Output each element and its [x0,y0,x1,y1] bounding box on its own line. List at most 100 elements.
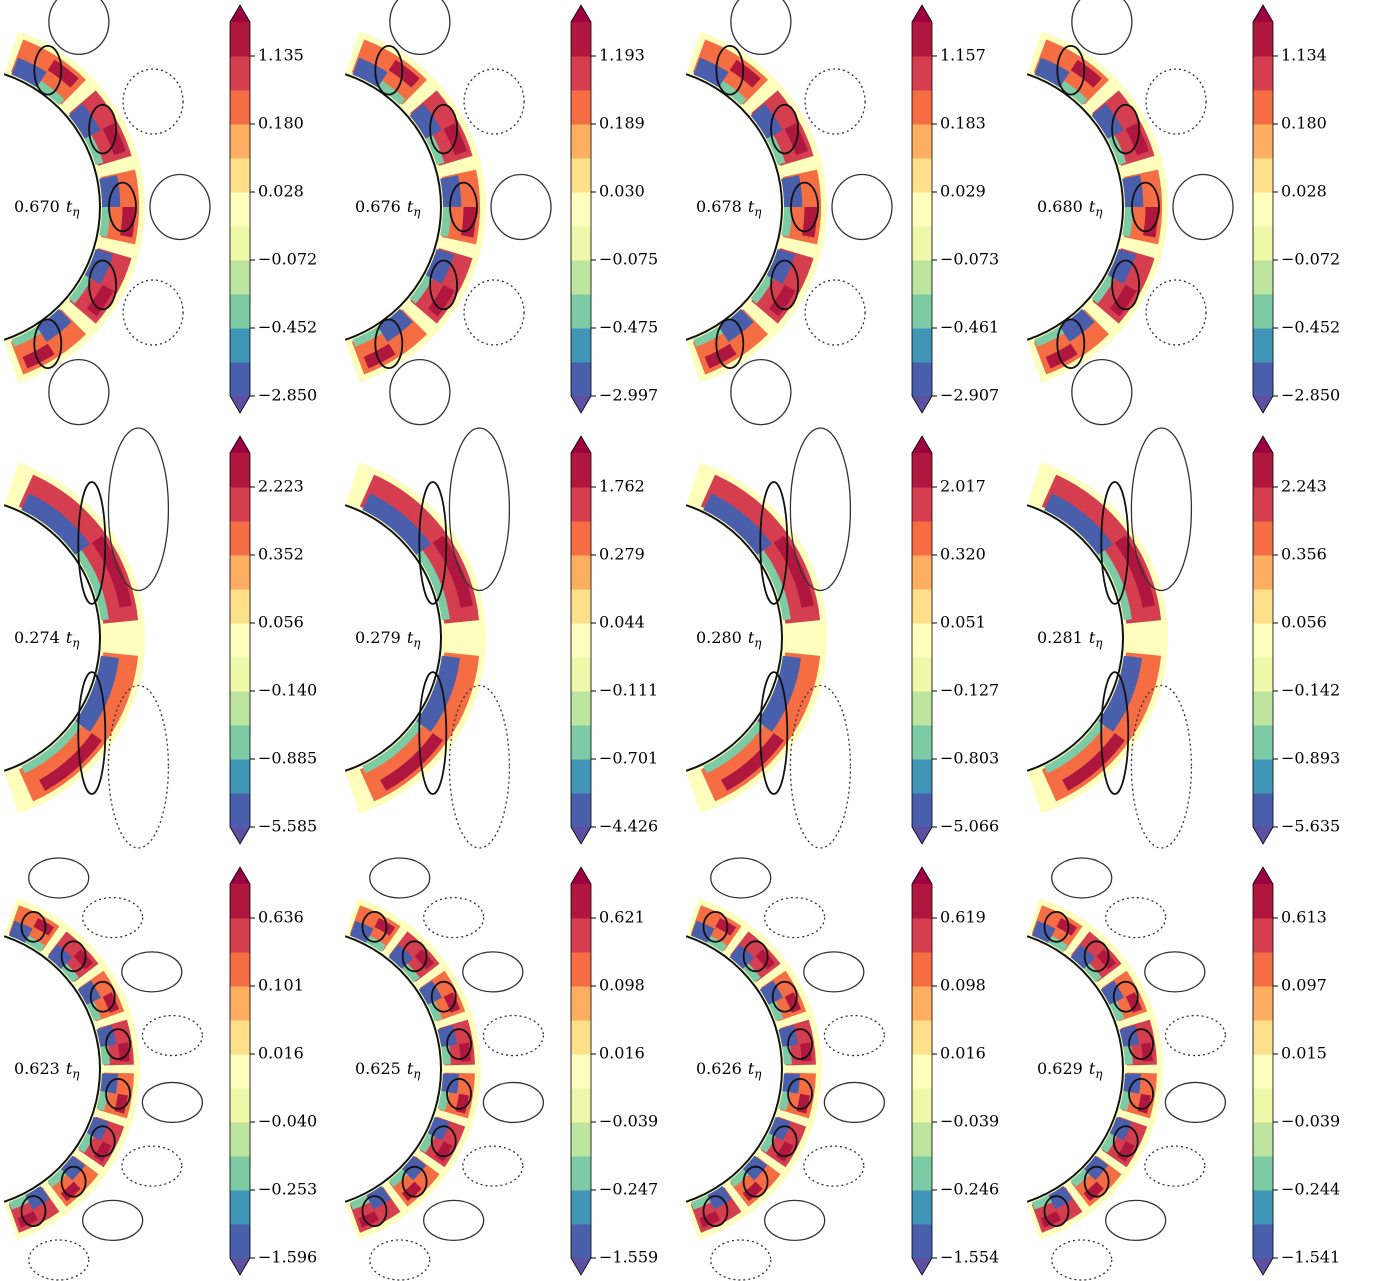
colorbar-band [1253,793,1273,828]
panel: 0.623tη−1.596−0.253−0.0400.0160.1010.636 [4,858,317,1280]
colorbar-band [1253,158,1273,193]
contour-line [1072,360,1132,425]
colorbar-tick-label: 0.015 [1281,1044,1327,1063]
colorbar-band [912,294,932,329]
time-label: 0.280tη [696,628,762,650]
colorbar-band [1253,22,1273,57]
colorbar-band [1253,362,1273,397]
colorbar-tick-label: 2.243 [1281,477,1327,496]
contour-line [1052,1240,1112,1280]
colorbar-tick-label: 1.157 [940,46,986,65]
colorbar-extend-min [230,827,250,844]
colorbar-extend-min [1253,396,1273,413]
contour-line [711,858,771,898]
colorbar-band [571,56,591,91]
time-label: 0.623tη [14,1059,80,1081]
colorbar-band [230,555,250,590]
contour-line [1145,952,1205,992]
colorbar-band [571,158,591,193]
time-label: 0.629tη [1037,1059,1103,1081]
colorbar-tick-label: −0.475 [599,318,658,337]
colorbar-tick-label: 0.189 [599,114,645,133]
colorbar-tick-label: 0.016 [258,1044,304,1063]
colorbar-band [571,793,591,828]
colorbar-tick-label: 0.097 [1281,976,1327,995]
colorbar-tick-label: −5.635 [1281,817,1340,836]
colorbar-tick-label: −2.997 [599,386,658,405]
colorbar-band [912,1088,932,1123]
colorbar-band [230,918,250,953]
contour-line [463,1146,523,1186]
time-value: 0.625 [355,1059,401,1078]
contour-line [1173,175,1233,240]
contour-line [390,0,450,54]
colorbar-extend-max [912,867,932,884]
colorbar-tick-label: 0.621 [599,908,645,927]
contour-line [83,1200,143,1240]
contour-line [123,69,183,134]
colorbar-band [230,725,250,760]
colorbar-band [912,1156,932,1191]
colorbar-band [1253,487,1273,522]
contour-line [1131,428,1191,590]
colorbar-tick-label: 0.016 [940,1044,986,1063]
colorbar-tick-label: −0.039 [1281,1112,1340,1131]
colorbar-tick-label: 0.098 [940,976,986,995]
time-value: 0.274 [14,628,60,647]
colorbar-band [230,192,250,227]
colorbar-band [571,362,591,397]
colorbar-extend-min [912,396,932,413]
colorbar-extend-min [1253,1258,1273,1275]
colorbar-band [1253,260,1273,295]
contour-line [464,69,524,134]
colorbar-tick-label: −0.075 [599,250,658,269]
colorbar-band [571,952,591,987]
colorbar-band [1253,1088,1273,1123]
contour-line [142,1082,202,1122]
colorbar-band [912,1224,932,1259]
colorbar-band [571,1156,591,1191]
colorbar-tick-label: −4.426 [599,817,658,836]
colorbar-band [571,623,591,658]
colorbar-band [571,521,591,556]
contour-line [790,428,850,590]
time-unit-subscript: η [754,205,762,219]
colorbar-band [230,1190,250,1225]
colorbar-band [571,1190,591,1225]
colorbar-band [912,623,932,658]
colorbar-tick-label: 0.636 [258,908,304,927]
colorbar-tick-label: −0.253 [258,1180,317,1199]
colorbar-band [1253,1020,1273,1055]
colorbar-tick-label: −0.111 [599,681,658,700]
colorbar-extend-min [912,827,932,844]
colorbar-extend-max [230,5,250,22]
contour-line [370,1240,430,1280]
colorbar-band [230,793,250,828]
colorbar-tick-label: −2.907 [940,386,999,405]
colorbar-band [571,260,591,295]
colorbar-band [912,226,932,261]
colorbar-tick-label: 2.017 [940,477,986,496]
contour-line [1165,1016,1225,1056]
colorbar-band [571,453,591,488]
colorbar-band [571,1122,591,1157]
colorbar-tick-label: 0.044 [599,613,645,632]
colorbar-band [230,657,250,692]
colorbar-band [912,124,932,159]
colorbar-band [230,589,250,624]
colorbar-tick-label: 1.762 [599,477,645,496]
colorbar-tick-label: 0.320 [940,545,986,564]
colorbar-tick-label: −0.246 [940,1180,999,1199]
contour-line [824,1082,884,1122]
contour-line [150,175,210,240]
colorbar-band [230,453,250,488]
colorbar-band [912,691,932,726]
colorbar-tick-label: 0.056 [258,613,304,632]
colorbar-band [571,124,591,159]
time-value: 0.279 [355,628,401,647]
colorbar-tick-label: 0.352 [258,545,304,564]
colorbar-tick-label: 0.056 [1281,613,1327,632]
colorbar-band [571,294,591,329]
time-value: 0.678 [696,197,742,216]
